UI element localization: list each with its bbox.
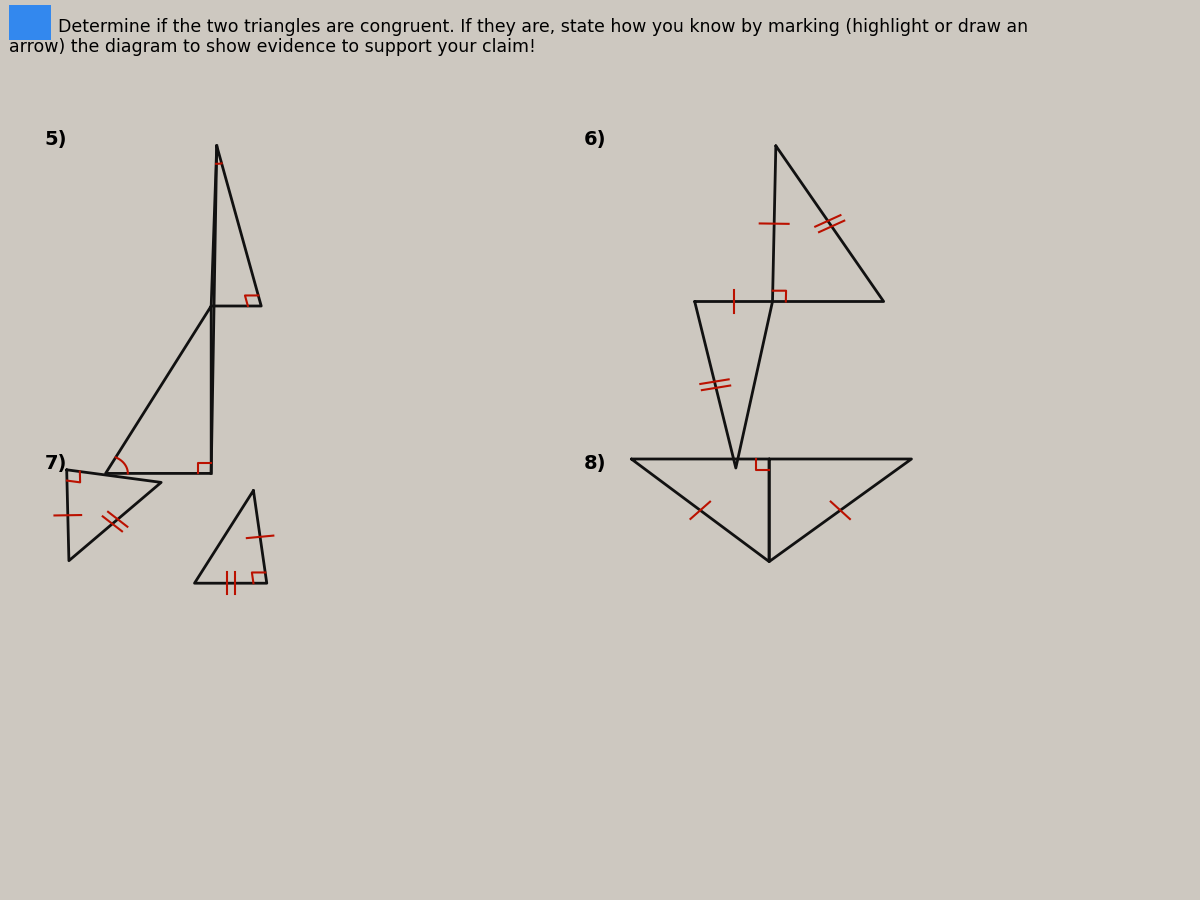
Text: arrow) the diagram to show evidence to support your claim!: arrow) the diagram to show evidence to s… (8, 38, 535, 56)
Text: 6): 6) (583, 130, 606, 149)
Bar (8, 5, 52, 40)
Text: Determine if the two triangles are congruent. If they are, state how you know by: Determine if the two triangles are congr… (58, 18, 1028, 36)
Text: 8): 8) (583, 454, 606, 473)
Text: 5): 5) (44, 130, 67, 149)
Text: 7): 7) (44, 454, 67, 473)
